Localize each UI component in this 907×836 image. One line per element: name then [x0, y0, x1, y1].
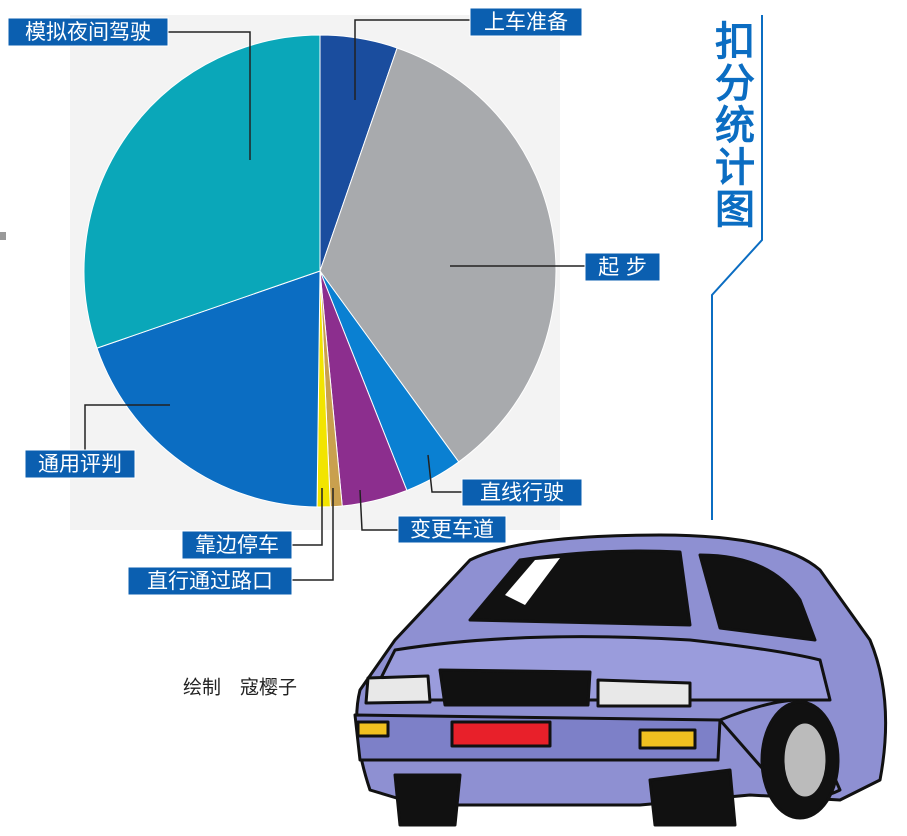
chart-title: 扣分统计图: [702, 20, 760, 230]
slice-label: 直线行驶: [480, 481, 564, 505]
slice-label: 直行通过路口: [147, 569, 273, 593]
credit: 绘制 寇樱子: [183, 677, 297, 699]
chart: 上车准备起 步直线行驶变更车道直行通过路口 靠边停车 通用评判 模拟夜间驾驶 绘制 寇…: [0, 0, 907, 836]
slice-label: 起 步: [598, 255, 647, 279]
slice-label: 上车准备: [484, 10, 568, 34]
slice-label: 靠边停车: [195, 533, 279, 557]
marker: [0, 232, 6, 240]
slice-label: 变更车道: [410, 518, 494, 542]
car: [355, 535, 886, 825]
pie: [84, 35, 556, 507]
page: 上车准备起 步直线行驶变更车道直行通过路口 靠边停车 通用评判 模拟夜间驾驶 绘制 寇…: [0, 0, 907, 836]
slice-label: 模拟夜间驾驶: [25, 20, 151, 44]
slice-label: 通用评判: [38, 452, 122, 476]
